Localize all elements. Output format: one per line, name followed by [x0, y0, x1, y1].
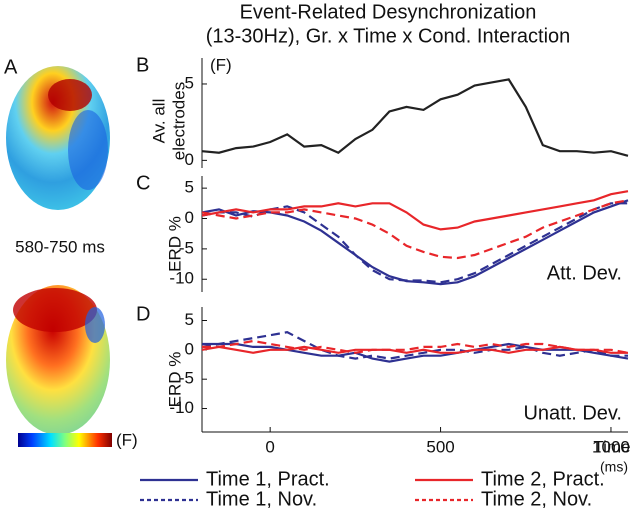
head-map: [6, 285, 110, 435]
y-axis-label: ERD %: [165, 352, 184, 408]
time-window: 580-750 ms: [15, 237, 105, 256]
legend-label: Time 1, Nov.: [206, 488, 317, 510]
y-tick-label: -10: [169, 398, 194, 417]
y-tick-label: -10: [169, 269, 194, 288]
title-line: Event-Related Desynchronization: [240, 1, 537, 23]
x-tick-label: 1000: [592, 437, 630, 456]
panel-label: B: [136, 54, 149, 76]
colorbar-label: (F): [116, 430, 138, 449]
x-axis-label: Time: [593, 437, 630, 456]
x-axis-label: (ms): [600, 459, 628, 475]
series-line: [201, 331, 628, 360]
y-axis-label: electrodes: [169, 82, 188, 160]
head-map: [6, 66, 110, 210]
legend-label: Time 1, Pract.: [206, 468, 330, 490]
y-tick-label: -5: [179, 238, 194, 257]
annotation: Att. Dev.: [547, 262, 622, 284]
panel-label: D: [136, 303, 150, 325]
legend-label: Time 2, Nov.: [481, 488, 592, 510]
title-line: (13-30Hz), Gr. x Time x Cond. Interactio…: [206, 25, 571, 47]
colorbar: [18, 433, 112, 447]
annotation: Unatt. Dev.: [523, 402, 622, 424]
y-tick-label: 0: [185, 208, 194, 227]
y-tick-label: -5: [179, 369, 194, 388]
annotation: (F): [210, 55, 232, 74]
series-line: [201, 345, 628, 354]
x-tick-label: 0: [265, 437, 274, 456]
panel-label: A: [4, 56, 18, 78]
y-tick-label: 0: [185, 339, 194, 358]
panel-label: C: [136, 172, 150, 194]
series-line: [201, 199, 629, 260]
y-tick-label: 5: [185, 73, 194, 92]
y-axis-label: Av. all: [149, 99, 168, 144]
series-line: [202, 342, 629, 363]
y-tick-label: 5: [185, 310, 194, 329]
series-line: [201, 78, 629, 157]
series-line: [201, 190, 629, 231]
x-tick-label: 500: [426, 437, 454, 456]
y-tick-label: 5: [185, 178, 194, 197]
legend-label: Time 2, Pract.: [481, 468, 605, 490]
y-axis-label: ERD %: [165, 216, 184, 272]
series-line: [202, 339, 629, 354]
y-tick-label: 0: [185, 150, 194, 169]
